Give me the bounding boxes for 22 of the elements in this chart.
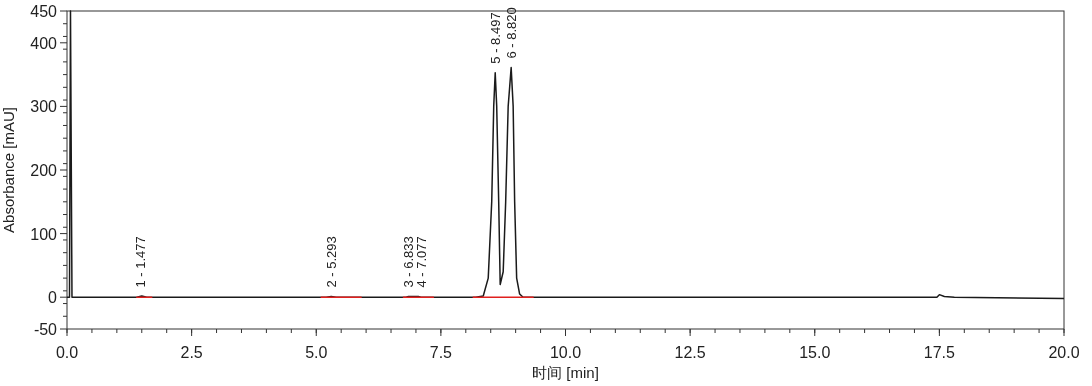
annotation: 2 - 5.293 [324,236,340,288]
x-tick-label: 7.5 [429,344,453,361]
x-tick-label: 17.5 [923,344,956,361]
x-tick-label: 12.5 [674,344,706,361]
annotation: 5 - 8.497 [488,12,504,64]
y-tick-label: 300 [30,98,58,116]
y-tick-label: 0 [48,289,58,307]
x-tick-label: 10.0 [549,344,582,361]
x-tick-label: 15.0 [799,344,831,361]
x-tick-label: 5.0 [305,344,328,361]
y-axis-title: Absorbance [mAU] [0,107,17,233]
y-tick-label: -50 [33,321,58,338]
x-tick-label: 20.0 [1048,344,1080,361]
annotation: 6 - 8.820 [504,7,520,59]
y-tick-label: 400 [30,34,58,52]
x-tick-label: 2.5 [180,344,203,361]
y-tick-label: 100 [30,225,58,243]
x-axis-title: 时间 [min] [532,364,599,381]
x-tick-label: 0.0 [55,344,79,361]
y-tick-label: 450 [30,3,58,20]
y-tick-label: 200 [30,162,58,179]
annotation: 1 - 1.477 [132,236,148,288]
